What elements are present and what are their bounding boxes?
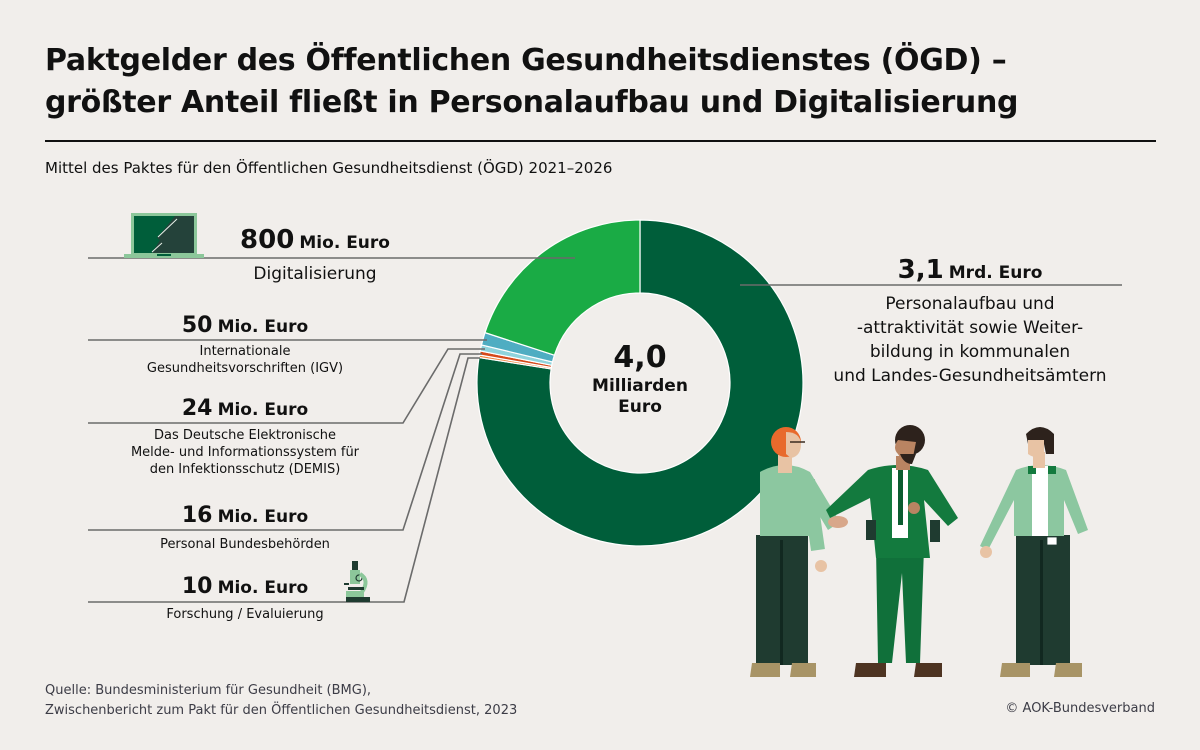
desc-line: Forschung / Evaluierung — [166, 607, 324, 622]
amount-unit: Mio. Euro — [217, 507, 309, 527]
microscope-icon — [344, 561, 370, 602]
desc-line: Das Deutsche Elektronische — [154, 428, 336, 443]
desc-line: bildung in kommunalen — [869, 342, 1071, 362]
center-total-unit: Milliarden Euro — [550, 376, 730, 418]
label-amount-16: 16 Mio. Euro — [145, 503, 345, 528]
desc-line: -attraktivität sowie Weiter- — [856, 318, 1084, 338]
desc-line: Melde- und Informationssystem für — [130, 445, 360, 460]
desc-line: Internationale — [199, 344, 291, 359]
chart-subtitle: Mittel des Paktes für den Öffentlichen G… — [45, 159, 613, 177]
amount-value: 24 — [181, 396, 213, 421]
label-amount-3100: 3,1 Mrd. Euro — [825, 255, 1115, 285]
desc-line: und Landes-Gesundheitsämtern — [833, 366, 1107, 386]
desc-line: Digitalisierung — [253, 264, 377, 284]
label-amount-24: 24 Mio. Euro — [145, 396, 345, 421]
amount-value: 800 — [240, 225, 295, 255]
amount-value: 50 — [181, 313, 213, 338]
leader-line-16 — [88, 353, 482, 531]
people-handshake-illustration — [750, 425, 1088, 677]
label-desc-3100: Personalaufbau und -attraktivität sowie … — [825, 292, 1115, 388]
copyright: © AOK-Bundesverband — [1005, 701, 1155, 716]
desc-line: den Infektionsschutz (DEMIS) — [149, 462, 341, 477]
leader-line-10 — [88, 357, 480, 603]
laptop-icon — [124, 213, 204, 258]
label-desc-16: Personal Bundesbehörden — [110, 536, 380, 553]
desc-line: Personal Bundesbehörden — [160, 537, 330, 552]
amount-value: 3,1 — [897, 255, 944, 285]
donut-center-label: 4,0 Milliarden Euro — [550, 340, 730, 418]
person-middle — [826, 425, 958, 677]
center-unit-line: Milliarden — [592, 376, 688, 396]
label-desc-800: Digitalisierung — [215, 262, 415, 286]
amount-unit: Mio. Euro — [217, 400, 309, 420]
desc-line: Gesundheitsvorschriften (IGV) — [146, 361, 344, 376]
amount-unit: Mio. Euro — [217, 578, 309, 598]
title-divider — [45, 140, 1156, 142]
amount-unit: Mrd. Euro — [948, 263, 1043, 283]
page-title: Paktgelder des Öffentlichen Gesundheitsd… — [45, 40, 1155, 124]
amount-value: 16 — [181, 503, 213, 528]
leader-line-24 — [88, 348, 485, 424]
label-amount-50: 50 Mio. Euro — [145, 313, 345, 338]
donut-slice-0 — [476, 219, 804, 547]
center-unit-line: Euro — [618, 397, 662, 417]
label-desc-50: Internationale Gesundheitsvorschriften (… — [110, 343, 380, 377]
label-desc-24: Das Deutsche Elektronische Melde- und In… — [100, 427, 390, 478]
handshake — [828, 516, 848, 528]
amount-unit: Mio. Euro — [217, 317, 309, 337]
source-line: Zwischenbericht zum Pakt für den Öffentl… — [45, 703, 518, 718]
amount-value: 10 — [181, 574, 213, 599]
amount-unit: Mio. Euro — [299, 233, 390, 253]
source-note: Quelle: Bundesministerium für Gesundheit… — [45, 681, 517, 721]
person-left — [750, 427, 840, 677]
label-amount-10: 10 Mio. Euro — [145, 574, 345, 599]
label-desc-10: Forschung / Evaluierung — [110, 606, 380, 623]
center-total-value: 4,0 — [613, 340, 667, 375]
donut-slices — [476, 219, 804, 547]
title-line-2: größter Anteil fließt in Personalaufbau … — [45, 85, 1019, 120]
donut-slice-5 — [484, 219, 641, 356]
person-right — [980, 427, 1088, 677]
label-amount-800: 800 Mio. Euro — [215, 225, 415, 255]
title-line-1: Paktgelder des Öffentlichen Gesundheitsd… — [45, 43, 1007, 78]
desc-line: Personalaufbau und — [885, 294, 1055, 314]
source-line: Quelle: Bundesministerium für Gesundheit… — [45, 683, 372, 698]
